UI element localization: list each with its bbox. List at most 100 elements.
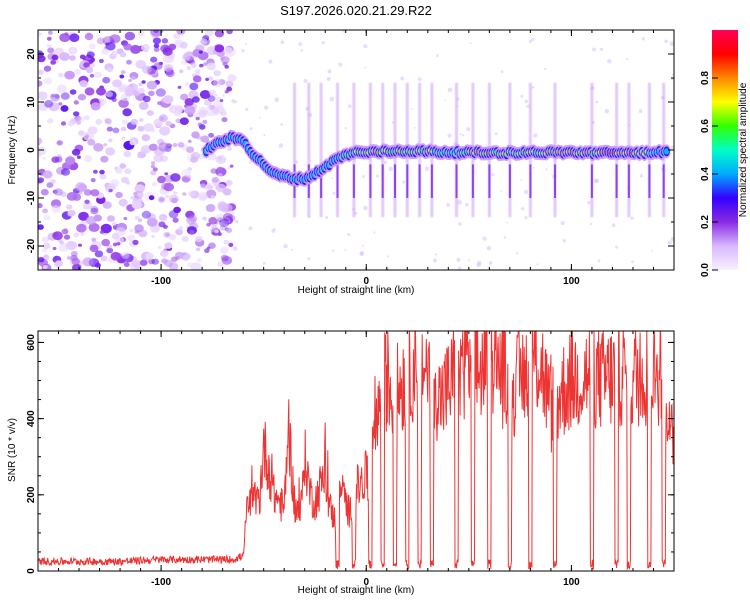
- noise-speck: [560, 221, 565, 226]
- noise-blob: [204, 99, 212, 106]
- chart-title: S197.2026.020.21.29.R22: [280, 3, 432, 18]
- colorbar: 0.0 0.2 0.4 0.6 0.8 Normalized spectral ampl…: [700, 30, 749, 277]
- noise-blob: [199, 90, 211, 99]
- noise-speck: [524, 216, 528, 220]
- noise-blob: [178, 226, 183, 231]
- noise-speck: [362, 175, 365, 178]
- snr-panel: -100 0 100 0 200 400 600 Height of straight l…: [7, 330, 675, 596]
- noise-blob: [58, 72, 64, 78]
- noise-blob: [134, 224, 144, 233]
- snr-y-ticks: 0 200 400 600: [26, 334, 674, 574]
- noise-speck: [262, 261, 266, 265]
- y-tick-label: 200: [26, 486, 37, 503]
- spectral-streak-core: [369, 164, 372, 198]
- noise-blob: [58, 102, 63, 106]
- noise-blob: [185, 210, 195, 219]
- noise-blob: [42, 170, 53, 179]
- noise-blob: [38, 137, 43, 145]
- noise-blob: [104, 118, 112, 125]
- noise-speck: [456, 257, 461, 262]
- noise-blob: [90, 205, 99, 213]
- noise-blob: [217, 232, 222, 236]
- noise-speck: [231, 99, 236, 104]
- noise-blob: [173, 191, 178, 195]
- noise-blob: [229, 164, 234, 168]
- colorbar-scale: [712, 30, 738, 270]
- noise-speck: [325, 215, 329, 219]
- noise-speck: [524, 99, 528, 104]
- noise-blob: [197, 122, 203, 127]
- noise-blob: [121, 136, 126, 140]
- noise-blob: [52, 231, 63, 241]
- noise-blob: [110, 251, 121, 261]
- noise-blob: [41, 247, 48, 253]
- noise-blob: [124, 89, 134, 97]
- spectral-streak-core: [488, 164, 491, 198]
- noise-blob: [126, 59, 132, 65]
- noise-blob: [132, 239, 139, 245]
- noise-speck: [280, 40, 285, 45]
- noise-blob: [84, 33, 94, 41]
- noise-blob: [105, 147, 116, 156]
- noise-blob: [50, 94, 55, 98]
- noise-blob: [119, 163, 127, 169]
- noise-blob: [102, 201, 112, 209]
- noise-speck: [562, 239, 566, 243]
- noise-speck: [283, 244, 288, 249]
- spectral-streak: [336, 82, 339, 218]
- noise-blob: [66, 204, 73, 210]
- noise-blob: [126, 181, 130, 185]
- noise-blob: [83, 155, 93, 163]
- spectral-streak-core: [471, 164, 474, 198]
- y-tick-label: 400: [26, 410, 37, 427]
- noise-blob: [181, 235, 189, 242]
- noise-blob: [173, 33, 181, 40]
- noise-blob: [219, 225, 227, 231]
- noise-blob: [150, 170, 157, 176]
- noise-blob: [149, 127, 156, 133]
- noise-blob: [91, 237, 97, 242]
- noise-speck: [599, 47, 604, 51]
- noise-blob: [138, 101, 149, 110]
- noise-speck: [520, 94, 524, 98]
- noise-blob: [177, 142, 185, 148]
- noise-blob: [195, 247, 201, 252]
- noise-blob: [38, 257, 45, 263]
- noise-blob: [186, 146, 194, 153]
- spectral-streak-core: [336, 164, 339, 198]
- noise-blob: [105, 41, 116, 51]
- noise-blob: [64, 70, 75, 80]
- noise-blob: [107, 67, 113, 73]
- noise-blob: [205, 77, 210, 81]
- noise-blob: [137, 125, 145, 132]
- noise-field: [38, 30, 674, 270]
- noise-blob: [145, 252, 154, 260]
- noise-blob: [78, 243, 82, 247]
- noise-blob: [105, 91, 113, 98]
- noise-blob: [46, 36, 52, 41]
- noise-blob: [226, 30, 233, 35]
- noise-speck: [331, 177, 334, 180]
- noise-speck: [446, 203, 451, 207]
- noise-blob: [38, 55, 46, 63]
- noise-blob: [192, 96, 200, 103]
- noise-blob: [42, 242, 51, 250]
- noise-speck: [338, 62, 343, 67]
- noise-blob: [99, 173, 107, 180]
- noise-speck: [604, 109, 610, 114]
- noise-blob: [194, 235, 203, 243]
- noise-speck: [459, 133, 462, 136]
- noise-blob: [138, 30, 145, 36]
- noise-speck: [332, 191, 336, 195]
- noise-speck: [491, 173, 495, 177]
- noise-blob: [163, 231, 171, 238]
- noise-blob: [106, 215, 115, 222]
- noise-blob: [218, 157, 226, 164]
- y-tick-label: 600: [26, 334, 37, 351]
- noise-blob: [137, 87, 145, 94]
- noise-blob: [151, 161, 156, 165]
- noise-speck: [329, 96, 335, 102]
- noise-blob: [66, 256, 72, 260]
- noise-blob: [186, 216, 197, 225]
- noise-blob: [71, 257, 80, 265]
